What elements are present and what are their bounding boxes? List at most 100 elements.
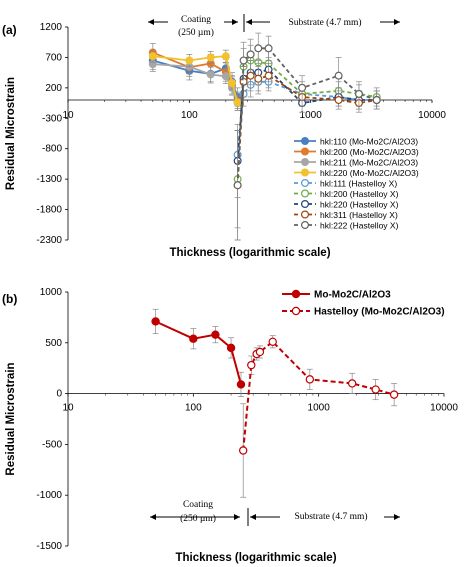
legend-swatch-marker bbox=[301, 210, 310, 219]
coating-thickness-label: (250 µm) bbox=[178, 27, 214, 38]
data-point bbox=[239, 446, 248, 455]
data-point bbox=[246, 50, 255, 59]
coating-label: Coating bbox=[181, 15, 211, 25]
x-tick-label: 100 bbox=[181, 110, 198, 121]
y-tick-label: 200 bbox=[45, 83, 62, 94]
data-point bbox=[268, 337, 277, 346]
y-tick-label: -800 bbox=[42, 144, 62, 155]
x-tick-label: 1000 bbox=[300, 110, 323, 121]
substrate-label-bg bbox=[270, 14, 380, 28]
legend-item: Hastelloy (Mo-Mo2C/Al2O3) bbox=[282, 307, 445, 318]
legend-swatch-marker bbox=[301, 158, 310, 167]
legend-label: Mo-Mo2C/Al2O3 bbox=[314, 290, 391, 301]
legend-label: hkl:111 (Hastelloy X) bbox=[320, 179, 397, 189]
y-tick-label: -2300 bbox=[36, 235, 62, 246]
panel-a-plot bbox=[148, 32, 381, 241]
data-point bbox=[239, 56, 248, 65]
data-point bbox=[254, 44, 263, 53]
legend-label: hkl:222 (Hastelloy X) bbox=[320, 221, 399, 231]
x-tick-label: 10 bbox=[62, 110, 74, 121]
coating-label-bg bbox=[172, 498, 228, 528]
data-point bbox=[347, 379, 357, 388]
panel-b-plot bbox=[151, 308, 399, 498]
legend-item: hkl:311 (Hastelloy X) bbox=[294, 210, 398, 220]
data-point bbox=[389, 390, 399, 399]
data-point bbox=[221, 52, 230, 61]
data-point bbox=[246, 71, 255, 80]
data-point bbox=[185, 56, 194, 65]
data-point bbox=[233, 181, 242, 190]
data-point bbox=[226, 343, 236, 353]
data-point bbox=[221, 72, 230, 81]
legend-item: hkl:220 (Hastelloy X) bbox=[294, 200, 399, 210]
y-tick-label: -1300 bbox=[36, 174, 62, 185]
series-line bbox=[155, 320, 242, 385]
legend-label: hkl:311 (Hastelloy X) bbox=[320, 210, 398, 220]
y-tick-label: -300 bbox=[42, 113, 62, 124]
coating-label-bg bbox=[168, 14, 224, 40]
data-point bbox=[151, 317, 160, 326]
panel-a-axes: 1200 700 200 -300 -800 -1300 -1800 -2300 10 100 10… bbox=[5, 22, 446, 259]
legend-item: Mo-Mo2C/Al2O3 bbox=[282, 290, 391, 301]
y-axis-label: Residual Microstrain bbox=[5, 77, 17, 190]
data-point bbox=[264, 71, 273, 80]
x-tick-label: 10000 bbox=[418, 110, 446, 121]
y-tick-label: -1500 bbox=[36, 541, 62, 552]
panel-b-legend: Mo-Mo2C/Al2O3 Hastelloy (Mo-Mo2C/Al2O3) bbox=[282, 290, 445, 318]
panel-a-label: (a) bbox=[2, 23, 17, 37]
series-1 bbox=[239, 335, 399, 498]
legend-item: hkl:110 (Mo-Mo2C/Al2O3) bbox=[294, 137, 418, 147]
x-axis-label: Thickness (logarithmic scale) bbox=[169, 247, 330, 259]
data-point bbox=[211, 330, 220, 339]
coating-label: Coating bbox=[183, 500, 213, 510]
x-tick-label: 10000 bbox=[430, 403, 458, 414]
legend-label: hkl:200 (Hastelloy X) bbox=[320, 189, 399, 199]
panel-a-annotations: Coating (250 µm) Substrate (4.7 mm) bbox=[148, 14, 400, 40]
data-point bbox=[371, 385, 380, 394]
y-axis-label: Residual Microstrain bbox=[5, 362, 17, 475]
data-point bbox=[206, 53, 215, 62]
data-point bbox=[305, 375, 315, 384]
data-point bbox=[254, 74, 263, 83]
substrate-label-bg bbox=[280, 508, 384, 522]
legend-item: hkl:222 (Hastelloy X) bbox=[294, 221, 399, 231]
x-axis-label: Thickness (logarithmic scale) bbox=[175, 552, 336, 564]
legend-swatch-marker bbox=[301, 221, 310, 230]
data-point bbox=[247, 360, 256, 370]
y-tick-label: -1000 bbox=[36, 490, 62, 501]
y-tick-label: 500 bbox=[45, 338, 62, 349]
data-point bbox=[264, 44, 273, 53]
data-point bbox=[206, 70, 215, 79]
legend-item: hkl:200 (Hastelloy X) bbox=[294, 189, 399, 199]
legend-swatch-marker bbox=[291, 289, 301, 299]
panel-b-label: (b) bbox=[2, 292, 17, 306]
legend-swatch-marker bbox=[301, 189, 310, 198]
legend-label: hkl:200 (Mo-Mo2C/Al2O3) bbox=[320, 147, 419, 157]
x-tick-label: 10 bbox=[62, 403, 74, 414]
data-point bbox=[236, 380, 246, 389]
data-point bbox=[334, 96, 343, 105]
y-tick-label: -1800 bbox=[36, 205, 62, 216]
legend-item: hkl:220 (Mo-Mo2C/Al2O3) bbox=[294, 168, 419, 178]
legend-swatch-marker bbox=[301, 137, 310, 146]
series-3 bbox=[148, 49, 242, 109]
data-point bbox=[233, 98, 242, 107]
y-tick-label: 0 bbox=[56, 389, 62, 400]
panel-b-axes: 1000 500 0 -500 -1000 -1500 10 100 1000 10000 Thic… bbox=[5, 287, 458, 564]
data-point bbox=[228, 78, 237, 87]
legend-label: hkl:110 (Mo-Mo2C/Al2O3) bbox=[320, 137, 418, 147]
data-point bbox=[298, 83, 307, 92]
legend-label: hkl:211 (Mo-Mo2C/Al2O3) bbox=[320, 158, 418, 168]
legend-item: hkl:211 (Mo-Mo2C/Al2O3) bbox=[294, 158, 418, 168]
legend-swatch-marker bbox=[291, 306, 301, 316]
x-tick-label: 1000 bbox=[308, 403, 331, 414]
data-point bbox=[354, 89, 363, 98]
legend-label: Hastelloy (Mo-Mo2C/Al2O3) bbox=[314, 307, 445, 318]
substrate-label: Substrate (4.7 mm) bbox=[294, 511, 367, 522]
panel-b-annotations: Coating (250 µm) Substrate (4.7 mm) bbox=[150, 498, 400, 528]
legend-swatch-marker bbox=[301, 179, 310, 188]
legend-label: hkl:220 (Mo-Mo2C/Al2O3) bbox=[320, 168, 419, 178]
data-point bbox=[372, 96, 381, 105]
